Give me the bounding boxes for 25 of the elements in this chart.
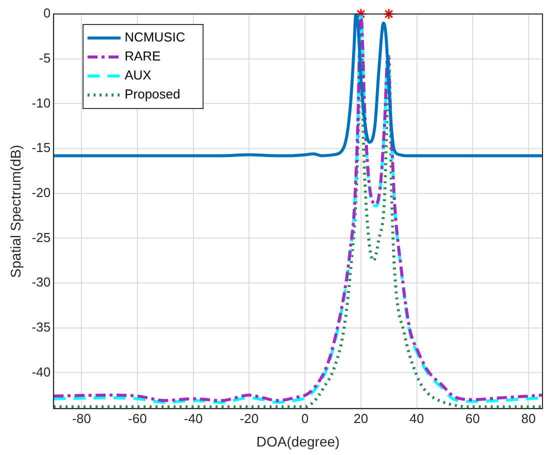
x-tick-label: 60 [465,410,480,426]
legend-label: AUX [124,68,152,83]
x-tick-label: -60 [128,410,147,426]
x-tick-label: -80 [72,410,91,426]
line-series [54,14,542,158]
y-tick-label: 0 [43,6,51,21]
y-tick-label: -35 [32,319,51,334]
y-tick-label: -25 [32,230,51,245]
x-tick-label: -20 [240,410,259,426]
legend-label: NCMUSIC [124,30,186,45]
legend-label: Proposed [124,86,180,102]
x-tick-label: 0 [301,410,309,426]
x-tick-label: -40 [184,410,203,426]
x-tick-label: 80 [521,410,536,426]
y-tick-label: -40 [32,364,51,380]
y-tick-label: -5 [39,50,51,66]
y-tick-label: -20 [32,184,51,200]
y-axis-title: Spatial Spectrum(dB) [7,144,24,278]
x-axis-title: DOA(degree) [256,433,340,450]
y-tick-label: -15 [32,140,51,156]
legend-label: RARE [124,48,162,64]
y-tick-label: -30 [32,274,51,290]
x-tick-label: 20 [354,410,368,426]
x-tick-label: 40 [410,410,424,426]
y-tick-label: -10 [32,95,51,110]
